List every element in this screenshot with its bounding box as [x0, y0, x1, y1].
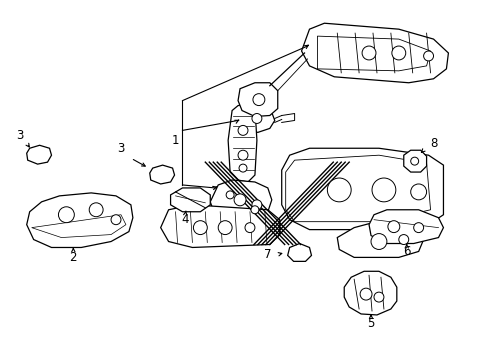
Circle shape	[372, 178, 396, 202]
Polygon shape	[238, 83, 278, 117]
Circle shape	[411, 184, 427, 200]
Circle shape	[89, 203, 103, 217]
Polygon shape	[404, 150, 427, 172]
Polygon shape	[161, 205, 280, 247]
Polygon shape	[26, 193, 133, 247]
Polygon shape	[344, 271, 397, 315]
Circle shape	[371, 234, 387, 249]
Polygon shape	[318, 36, 431, 71]
Circle shape	[327, 178, 351, 202]
Circle shape	[245, 223, 255, 233]
Circle shape	[238, 125, 248, 135]
Polygon shape	[369, 210, 443, 243]
Polygon shape	[288, 243, 312, 261]
Polygon shape	[282, 148, 443, 230]
Text: 2: 2	[70, 251, 77, 264]
Text: 1: 1	[172, 134, 179, 147]
Circle shape	[58, 207, 74, 223]
Polygon shape	[337, 224, 424, 257]
Polygon shape	[237, 108, 275, 132]
Circle shape	[253, 94, 265, 105]
Text: 3: 3	[16, 129, 24, 142]
Circle shape	[111, 215, 121, 225]
Polygon shape	[301, 23, 448, 83]
Polygon shape	[32, 215, 126, 238]
Text: 8: 8	[430, 137, 437, 150]
Polygon shape	[171, 188, 210, 212]
Circle shape	[362, 46, 376, 60]
Circle shape	[424, 51, 434, 61]
Text: 7: 7	[264, 248, 271, 261]
Circle shape	[238, 150, 248, 160]
Text: 3: 3	[117, 142, 124, 155]
Text: 5: 5	[368, 318, 375, 330]
Circle shape	[252, 200, 262, 210]
Circle shape	[226, 191, 234, 199]
Circle shape	[411, 157, 418, 165]
Circle shape	[360, 288, 372, 300]
Polygon shape	[26, 145, 51, 164]
Circle shape	[399, 235, 409, 244]
Circle shape	[194, 221, 207, 235]
Polygon shape	[210, 180, 272, 222]
Circle shape	[374, 292, 384, 302]
Circle shape	[251, 206, 259, 214]
Polygon shape	[286, 155, 431, 222]
Circle shape	[234, 194, 246, 206]
Polygon shape	[150, 165, 174, 184]
Circle shape	[392, 46, 406, 60]
Circle shape	[414, 223, 424, 233]
Circle shape	[218, 221, 232, 235]
Circle shape	[252, 113, 262, 123]
Circle shape	[239, 164, 247, 172]
Text: 4: 4	[182, 213, 189, 226]
Circle shape	[388, 221, 400, 233]
Text: 6: 6	[403, 245, 411, 258]
Polygon shape	[228, 104, 257, 182]
